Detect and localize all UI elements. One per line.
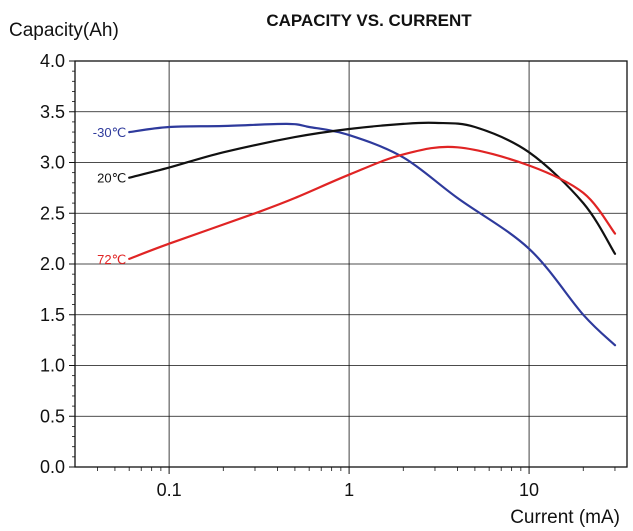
tick-labels: 0.0 0.5 1.0 1.5 2.0 2.5 3.0 3.5 4.0 0.1 1 10 — [40, 51, 539, 500]
series-line-2 — [128, 145, 617, 260]
x-axis-label: Current (mA) — [510, 507, 620, 528]
series-label-1: 20℃ — [97, 171, 126, 186]
y-tick-label: 2.5 — [40, 203, 65, 223]
y-tick-label: 3.0 — [40, 153, 65, 173]
y-tick-label: 1.5 — [40, 305, 65, 325]
plot-frame — [74, 60, 628, 468]
x-tick-label: 1 — [344, 480, 354, 500]
series-line-1 — [128, 121, 617, 255]
chart-title: CAPACITY VS. CURRENT — [266, 11, 472, 30]
series-label-0: -30℃ — [93, 125, 126, 140]
y-tick-label: 0.5 — [40, 406, 65, 426]
y-tick-label: 2.0 — [40, 254, 65, 274]
series-line-0 — [128, 122, 617, 347]
y-tick-label: 4.0 — [40, 51, 65, 71]
grid-lines — [69, 60, 627, 474]
y-tick-label: 3.5 — [40, 102, 65, 122]
x-tick-label: 0.1 — [157, 480, 182, 500]
y-tick-label: 1.0 — [40, 356, 65, 376]
y-axis-label: Capacity(Ah) — [9, 20, 119, 41]
y-tick-label: 0.0 — [40, 457, 65, 477]
x-tick-label: 10 — [519, 480, 539, 500]
series-lines: -30℃ 20℃ 72℃ — [93, 121, 617, 347]
minor-ticks — [72, 70, 616, 471]
series-label-2: 72℃ — [97, 252, 126, 267]
